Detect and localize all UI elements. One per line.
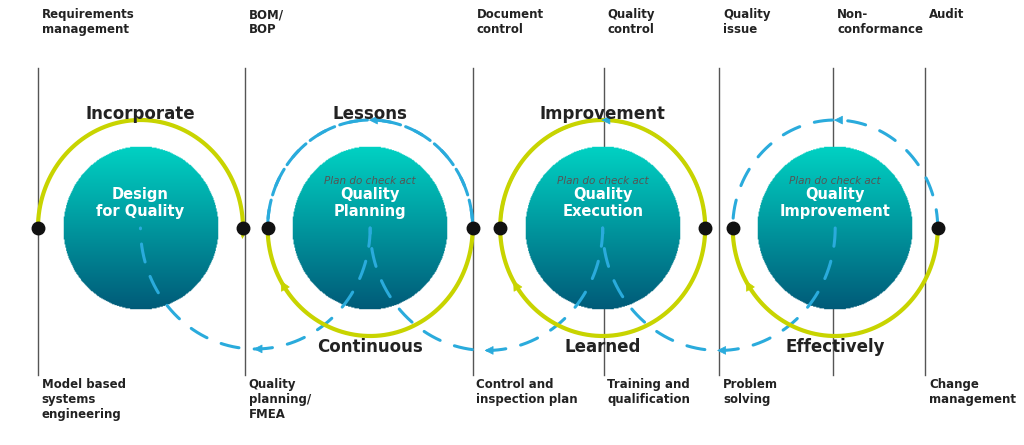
Text: Control and
inspection plan: Control and inspection plan xyxy=(476,378,579,406)
Text: Incorporate: Incorporate xyxy=(86,105,196,123)
Text: Quality
Planning: Quality Planning xyxy=(334,187,407,219)
Text: Non-
conformance: Non- conformance xyxy=(837,8,923,36)
Text: Requirements
management: Requirements management xyxy=(42,8,134,36)
Text: Problem
solving: Problem solving xyxy=(723,378,778,406)
Text: Plan do check act: Plan do check act xyxy=(557,176,648,186)
Text: Continuous: Continuous xyxy=(317,338,423,356)
Text: Lessons: Lessons xyxy=(333,105,408,123)
Text: Plan do check act: Plan do check act xyxy=(790,176,881,186)
Text: Quality
Execution: Quality Execution xyxy=(562,187,643,219)
Text: Change
management: Change management xyxy=(929,378,1016,406)
Text: Effectively: Effectively xyxy=(785,338,885,356)
Text: Model based
systems
engineering: Model based systems engineering xyxy=(42,378,126,421)
Text: Training and
qualification: Training and qualification xyxy=(607,378,690,406)
Text: Audit: Audit xyxy=(929,8,965,21)
Text: Design
for Quality: Design for Quality xyxy=(96,187,184,219)
Text: Quality
Improvement: Quality Improvement xyxy=(779,187,891,219)
Text: Quality
control: Quality control xyxy=(607,8,655,36)
Text: Learned: Learned xyxy=(564,338,641,356)
Text: Plan do check act: Plan do check act xyxy=(325,176,416,186)
Text: BOM/
BOP: BOM/ BOP xyxy=(249,8,284,36)
Text: Document
control: Document control xyxy=(476,8,544,36)
Text: Quality
planning/
FMEA: Quality planning/ FMEA xyxy=(249,378,311,421)
Text: Quality
issue: Quality issue xyxy=(723,8,771,36)
Text: Improvement: Improvement xyxy=(540,105,666,123)
